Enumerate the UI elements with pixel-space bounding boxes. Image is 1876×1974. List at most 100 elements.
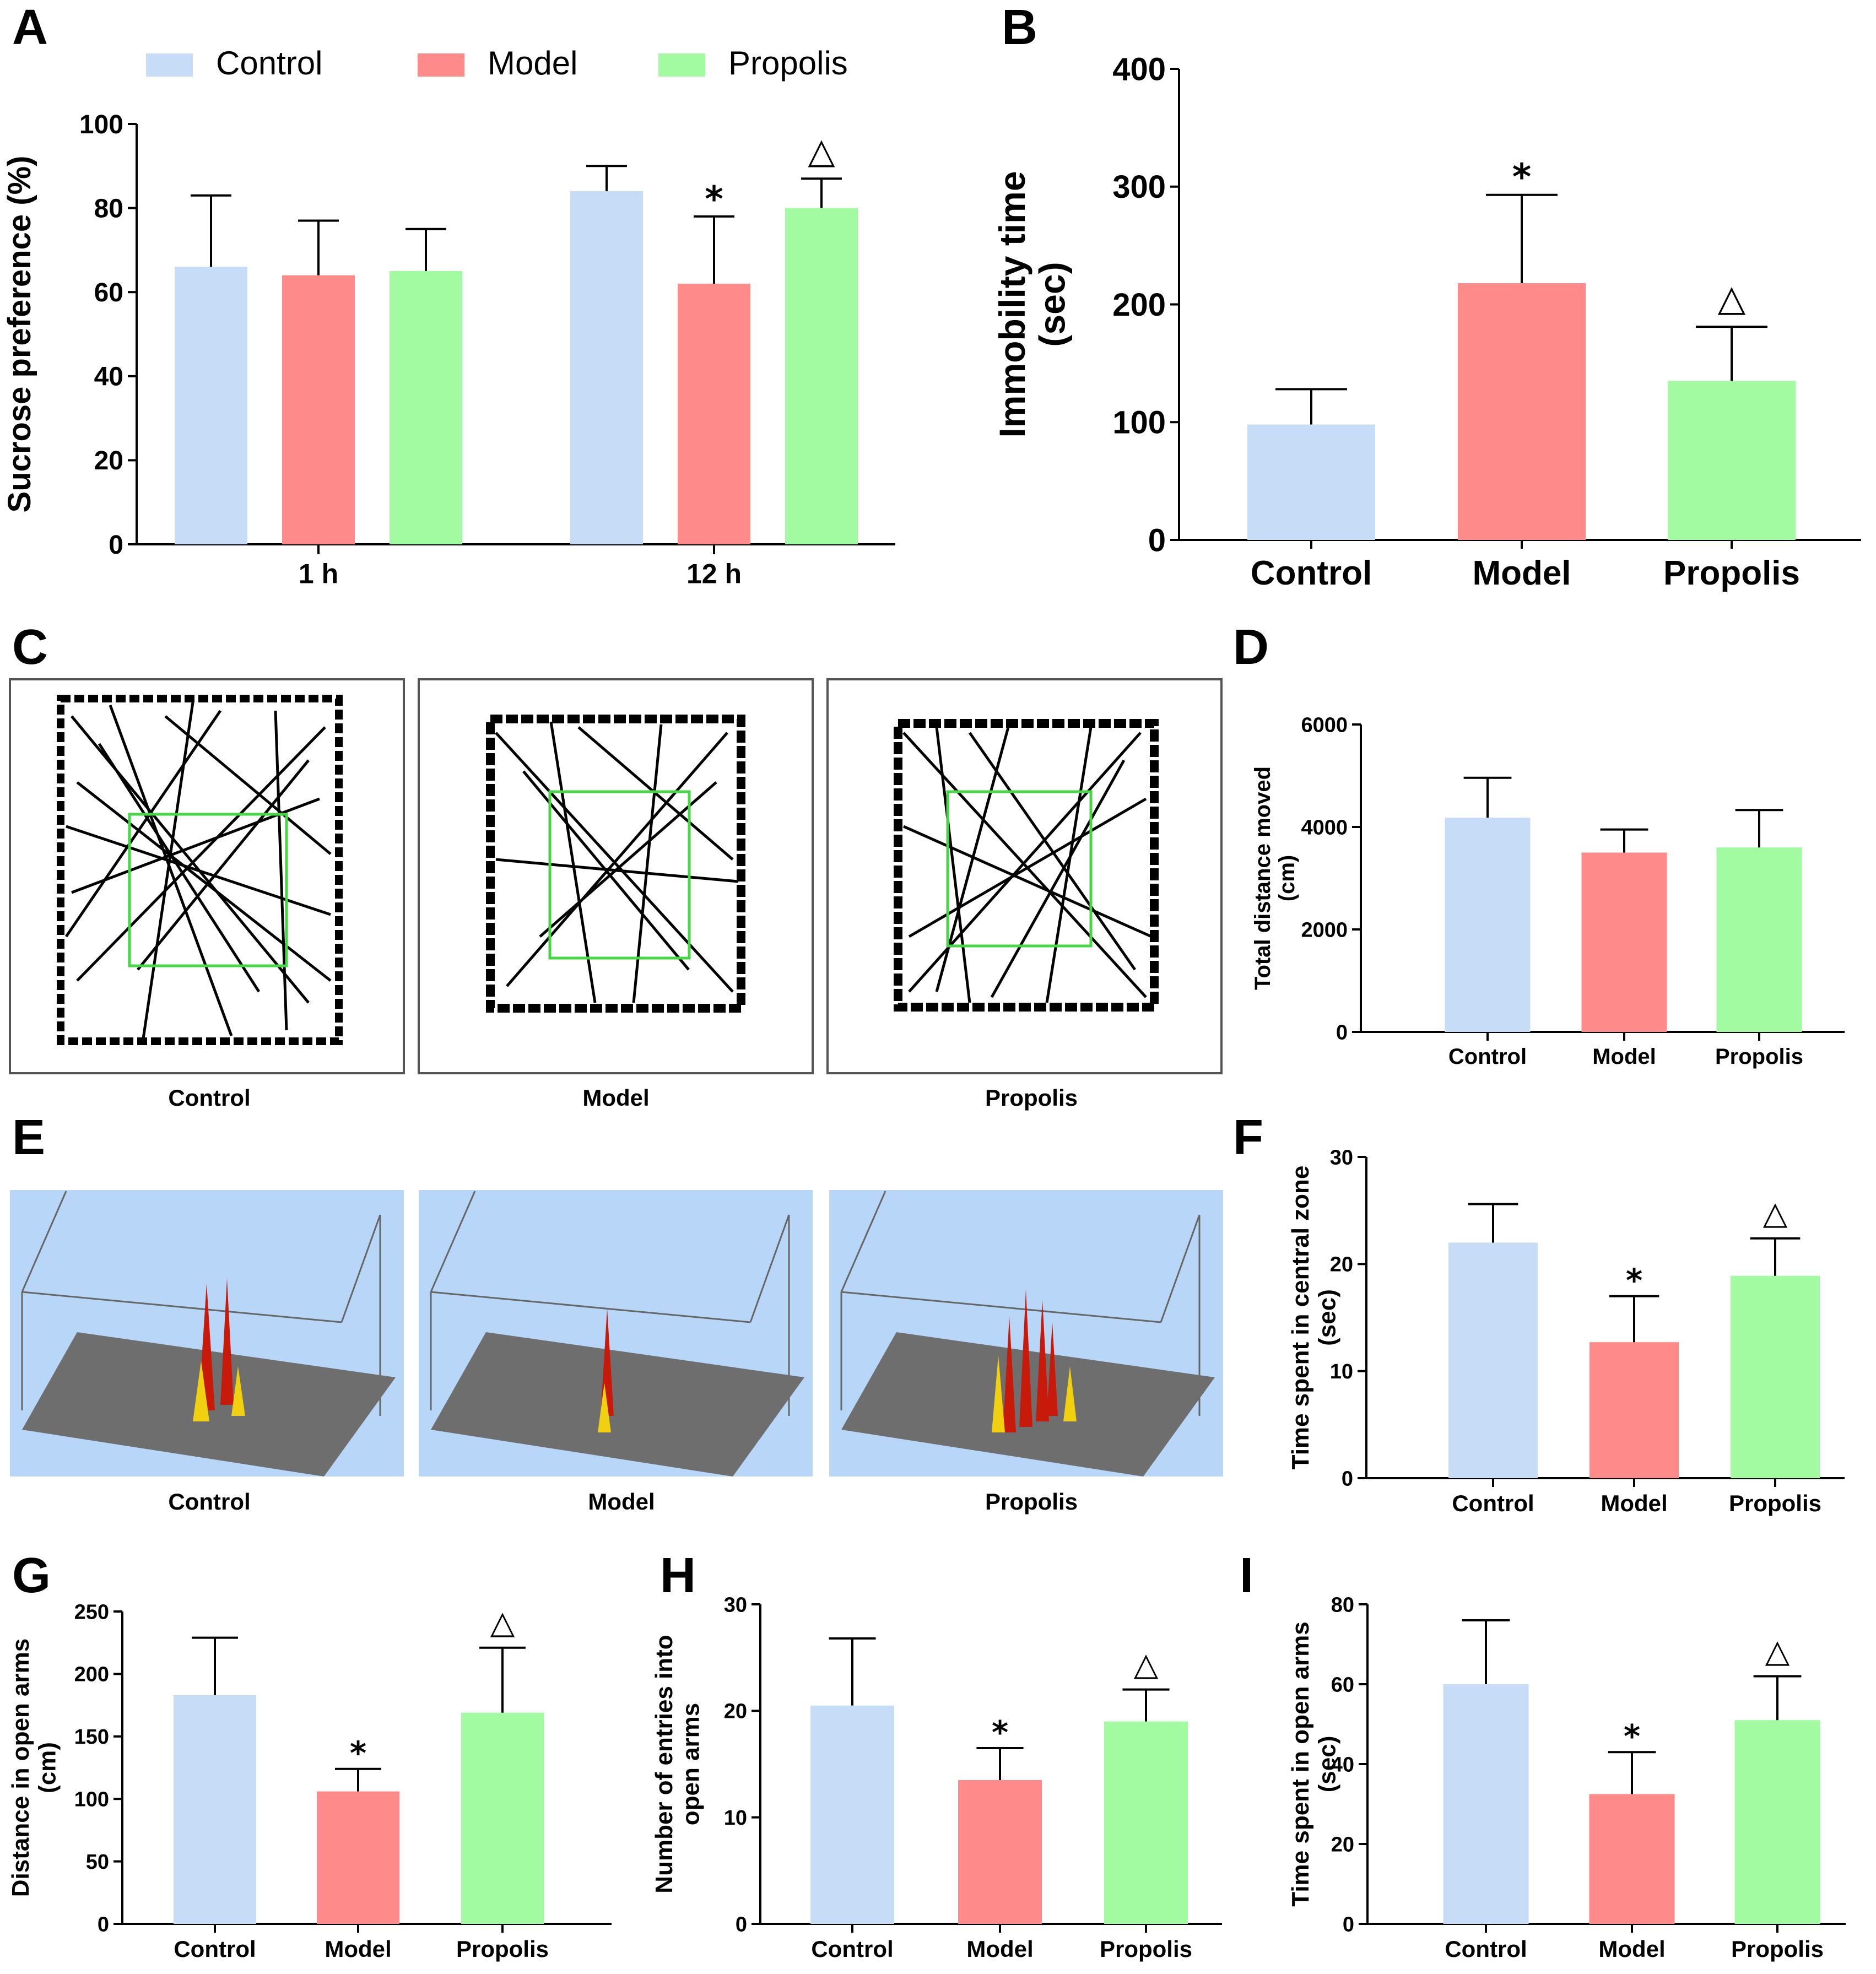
y-tick-label: 0 xyxy=(1342,1467,1353,1490)
y-tick-label: 0 xyxy=(98,1913,109,1936)
x-category-label: Control xyxy=(1445,1936,1527,1962)
bar xyxy=(1590,1342,1679,1478)
track-image-control: Control xyxy=(9,678,405,1111)
x-category-label: 1 h xyxy=(299,559,338,590)
bar xyxy=(678,283,750,544)
x-category-label: Propolis xyxy=(456,1936,549,1962)
panel-letter-H: H xyxy=(660,1548,696,1603)
significance-triangle: △ xyxy=(808,131,835,171)
heatmap-3d-images: Control Model Propolis xyxy=(10,1190,1223,1515)
y-tick-label: 200 xyxy=(74,1663,109,1686)
y-tick-label: 0 xyxy=(736,1913,747,1936)
significance-star: * xyxy=(350,1734,366,1772)
bar xyxy=(570,191,643,545)
chart-sucrose-preference: 0 20 40 60 80 100 Sucrose preference (%) 1 h * △ 1… xyxy=(2,110,895,590)
legend-swatch-propolis xyxy=(658,53,705,77)
y-tick-label: 0 xyxy=(1343,1913,1354,1936)
y-tick-label: 60 xyxy=(1331,1673,1354,1696)
significance-star: * xyxy=(705,179,723,220)
chart-entries-open-arms: 0 10 20 30 Number of entries intoopen arms Co… xyxy=(651,1593,1222,1962)
y-tick-label: 0 xyxy=(109,531,123,560)
x-category-label: Model xyxy=(1592,1045,1656,1069)
panel-letter-G: G xyxy=(12,1548,51,1603)
bar xyxy=(810,1705,894,1924)
bar xyxy=(282,275,355,544)
x-category-label: Model xyxy=(966,1936,1033,1962)
panel-letter-B: B xyxy=(1002,0,1037,55)
y-tick-label: 150 xyxy=(74,1726,109,1749)
bar xyxy=(1443,1684,1529,1924)
bar xyxy=(1589,1794,1675,1924)
panel-letter-E: E xyxy=(12,1110,45,1165)
x-category-label: Propolis xyxy=(1715,1045,1803,1069)
bar xyxy=(958,1780,1042,1924)
bar xyxy=(1734,1720,1820,1924)
bar xyxy=(174,1695,256,1924)
panel-letter-D: D xyxy=(1233,620,1269,675)
x-category-label: Control xyxy=(174,1936,256,1962)
x-category-label: Model xyxy=(325,1936,391,1962)
panel-letter-I: I xyxy=(1240,1548,1253,1603)
track-caption-propolis: Propolis xyxy=(985,1085,1078,1111)
y-tick-label: 6000 xyxy=(1301,713,1348,737)
significance-triangle: △ xyxy=(1134,1646,1159,1683)
legend-label-control: Control xyxy=(216,45,322,82)
panel-letter-A: A xyxy=(12,0,48,55)
y-axis-label: Total distance moved(cm) xyxy=(1251,766,1299,990)
y-axis-label: Time spent in central zone(sec) xyxy=(1287,1166,1340,1470)
y-tick-label: 200 xyxy=(1112,287,1166,323)
x-category-label: Model xyxy=(1472,554,1571,592)
panel-letter-F: F xyxy=(1233,1110,1263,1165)
y-tick-label: 60 xyxy=(94,278,123,307)
y-tick-label: 20 xyxy=(94,446,123,475)
panel-letter-C: C xyxy=(12,620,48,675)
y-tick-label: 100 xyxy=(79,110,123,139)
heatmap-caption-model: Model xyxy=(588,1489,655,1515)
y-tick-label: 30 xyxy=(724,1593,747,1616)
significance-star: * xyxy=(1512,156,1532,198)
significance-star: * xyxy=(992,1713,1008,1751)
heatmap-caption-control: Control xyxy=(168,1489,250,1515)
y-tick-label: 80 xyxy=(1331,1593,1354,1616)
x-category-label: Propolis xyxy=(1729,1490,1821,1516)
y-tick-label: 4000 xyxy=(1301,816,1348,839)
y-axis-label: Distance in open arms(cm) xyxy=(7,1638,61,1897)
significance-triangle: △ xyxy=(1718,277,1746,319)
y-tick-label: 40 xyxy=(1331,1753,1354,1776)
y-tick-label: 50 xyxy=(86,1851,109,1874)
track-caption-control: Control xyxy=(168,1085,250,1111)
chart-total-distance: 0 2000 4000 6000 Total distance moved(cm) Con… xyxy=(1251,713,1845,1069)
chart-immobility-time: 0 100 200 300 400 Immobility time(sec) Control… xyxy=(992,51,1861,592)
heatmap-image-model: Model xyxy=(419,1190,813,1515)
bar xyxy=(461,1712,544,1924)
x-category-label: Control xyxy=(811,1936,893,1962)
legend-swatch-model xyxy=(418,53,464,77)
bar xyxy=(1104,1721,1188,1924)
legend-label-model: Model xyxy=(488,45,577,82)
chart-distance-open-arms: 0 50 100 150 200 250 Distance in open arms(cm)… xyxy=(7,1600,612,1962)
bar xyxy=(175,267,247,544)
y-tick-label: 20 xyxy=(1331,1833,1354,1856)
bar xyxy=(785,208,858,545)
x-category-label: Propolis xyxy=(1663,554,1800,592)
bar xyxy=(1668,381,1796,540)
x-category-label: 12 h xyxy=(686,559,742,590)
track-image-model: Model xyxy=(418,678,814,1111)
y-tick-label: 30 xyxy=(1330,1146,1353,1169)
y-tick-label: 300 xyxy=(1112,169,1166,205)
bar xyxy=(1247,424,1375,540)
x-category-label: Model xyxy=(1601,1490,1667,1516)
significance-triangle: △ xyxy=(1765,1632,1790,1669)
y-axis-label: Number of entries intoopen arms xyxy=(651,1635,704,1893)
bar xyxy=(1445,818,1531,1032)
bar xyxy=(317,1791,399,1924)
heatmap-image-propolis: Propolis xyxy=(829,1190,1223,1515)
y-tick-label: 20 xyxy=(1330,1253,1353,1277)
y-tick-label: 20 xyxy=(724,1700,747,1723)
y-tick-label: 250 xyxy=(74,1600,109,1624)
y-tick-label: 10 xyxy=(1330,1360,1353,1383)
x-category-label: Control xyxy=(1251,554,1372,592)
y-tick-label: 10 xyxy=(724,1807,747,1830)
bar xyxy=(390,271,462,544)
